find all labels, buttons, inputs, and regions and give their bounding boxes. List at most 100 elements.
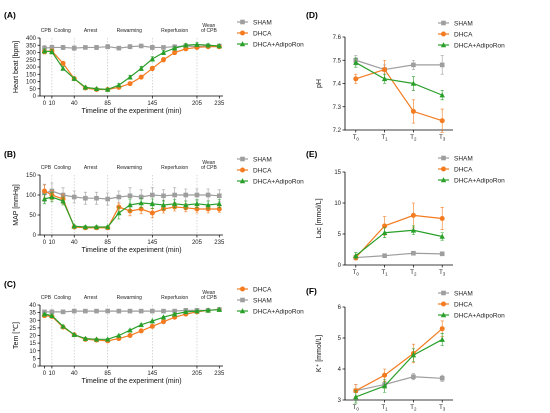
data-point	[104, 336, 111, 342]
legend-marker	[441, 290, 446, 296]
data-point	[149, 323, 155, 329]
data-point	[410, 212, 416, 218]
y-tick-label: 30	[29, 318, 36, 324]
series-sham	[353, 373, 445, 398]
data-point	[71, 308, 77, 314]
x-tick-label: T2	[410, 270, 417, 277]
data-point	[160, 319, 166, 325]
y-tick-label: 150	[26, 173, 37, 179]
data-point	[160, 314, 167, 320]
y-tick-label: 7.4	[333, 82, 342, 88]
phase-label: Cooling	[54, 28, 71, 34]
data-point	[93, 336, 100, 342]
data-point	[138, 200, 144, 206]
data-point	[127, 202, 133, 208]
legend-label: SHAM	[454, 155, 473, 162]
data-point	[410, 227, 417, 233]
y-tick-label: 10	[29, 349, 36, 355]
panel-label: (F)	[306, 286, 317, 296]
data-point	[116, 210, 122, 216]
y-tick-label: 150	[26, 72, 37, 78]
series-line	[355, 62, 443, 96]
x-tick-label: T1	[382, 270, 389, 277]
legend-label: SHAM	[253, 19, 272, 26]
legend-marker	[441, 31, 446, 37]
data-point	[41, 48, 48, 54]
data-point	[93, 224, 100, 230]
data-point	[439, 216, 445, 221]
legend-marker	[441, 20, 446, 26]
data-point	[138, 65, 144, 71]
x-tick-label: 40	[71, 101, 78, 107]
data-point	[71, 223, 77, 229]
data-point	[439, 376, 445, 381]
legend-marker	[441, 155, 446, 161]
data-point	[83, 308, 88, 314]
data-point	[82, 84, 89, 90]
y-tick-label: 100	[26, 193, 37, 199]
y-tick-label: 400	[26, 36, 37, 42]
data-point	[82, 224, 89, 230]
data-point	[216, 193, 222, 199]
x-tick-label: T0	[353, 270, 360, 277]
phase-label: Arrest	[84, 165, 98, 171]
y-axis-label: pH	[316, 79, 323, 88]
data-point	[127, 327, 133, 333]
legend-marker	[240, 297, 245, 303]
data-point	[216, 200, 222, 207]
series-adipo	[41, 306, 222, 342]
data-point	[439, 92, 445, 98]
legend: SHAM DHCA DHCA+AdipoRon	[237, 156, 304, 185]
legend: SHAM DHCA DHCA+AdipoRon	[237, 19, 304, 48]
data-point	[161, 308, 166, 314]
data-point	[93, 85, 100, 92]
x-tick-label: T2	[410, 135, 417, 142]
phase-label: Cooling	[54, 165, 71, 171]
x-tick-label: 0	[43, 371, 47, 377]
data-point	[381, 229, 388, 236]
y-tick-label: 7.5	[333, 58, 342, 64]
legend-label: DHCA+AdipoRon	[454, 177, 505, 184]
phase-label: of CPB	[201, 28, 218, 34]
y-tick-label: 350	[26, 43, 37, 49]
data-point	[411, 62, 416, 68]
phase-label: Rewarming	[117, 28, 143, 34]
panel-0: (A) CPB Cooling Arrest Rewarming Reperfusion W…	[4, 10, 304, 115]
data-point	[183, 308, 189, 315]
series-sham	[42, 182, 222, 206]
x-tick-label: 205	[192, 240, 203, 246]
phase-label: Wean	[202, 23, 215, 29]
x-tick-label: 10	[49, 101, 56, 107]
x-tick-label: 235	[214, 240, 225, 246]
x-tick-label: 10	[49, 371, 56, 377]
data-point	[71, 75, 77, 81]
x-tick-label: T0	[353, 135, 360, 142]
legend-label: DHCA	[253, 30, 272, 37]
legend-label: DHCA+AdipoRon	[253, 41, 304, 48]
data-point	[150, 308, 155, 314]
data-point	[171, 200, 178, 207]
x-tick-label: 0	[43, 240, 47, 246]
x-tick-label: 40	[71, 371, 78, 377]
data-point	[42, 45, 47, 51]
data-point	[138, 308, 144, 314]
data-point	[150, 45, 155, 50]
phase-label: Cooling	[54, 295, 71, 301]
data-point	[60, 198, 66, 204]
data-point	[205, 42, 211, 48]
y-tick-label: 15	[334, 170, 341, 176]
series-adipo	[41, 191, 222, 230]
x-tick-label: 10	[49, 240, 56, 246]
x-tick-label: 235	[214, 101, 225, 107]
data-point	[71, 45, 77, 51]
x-tick-label: 85	[104, 101, 111, 107]
series-adipo	[353, 333, 445, 404]
series-dhca	[353, 320, 445, 398]
data-point	[138, 321, 144, 328]
data-point	[83, 45, 88, 50]
legend-label: DHCA	[253, 167, 272, 174]
series-adipo	[353, 225, 445, 260]
phase-label: of CPB	[201, 165, 218, 171]
data-point	[194, 308, 200, 314]
